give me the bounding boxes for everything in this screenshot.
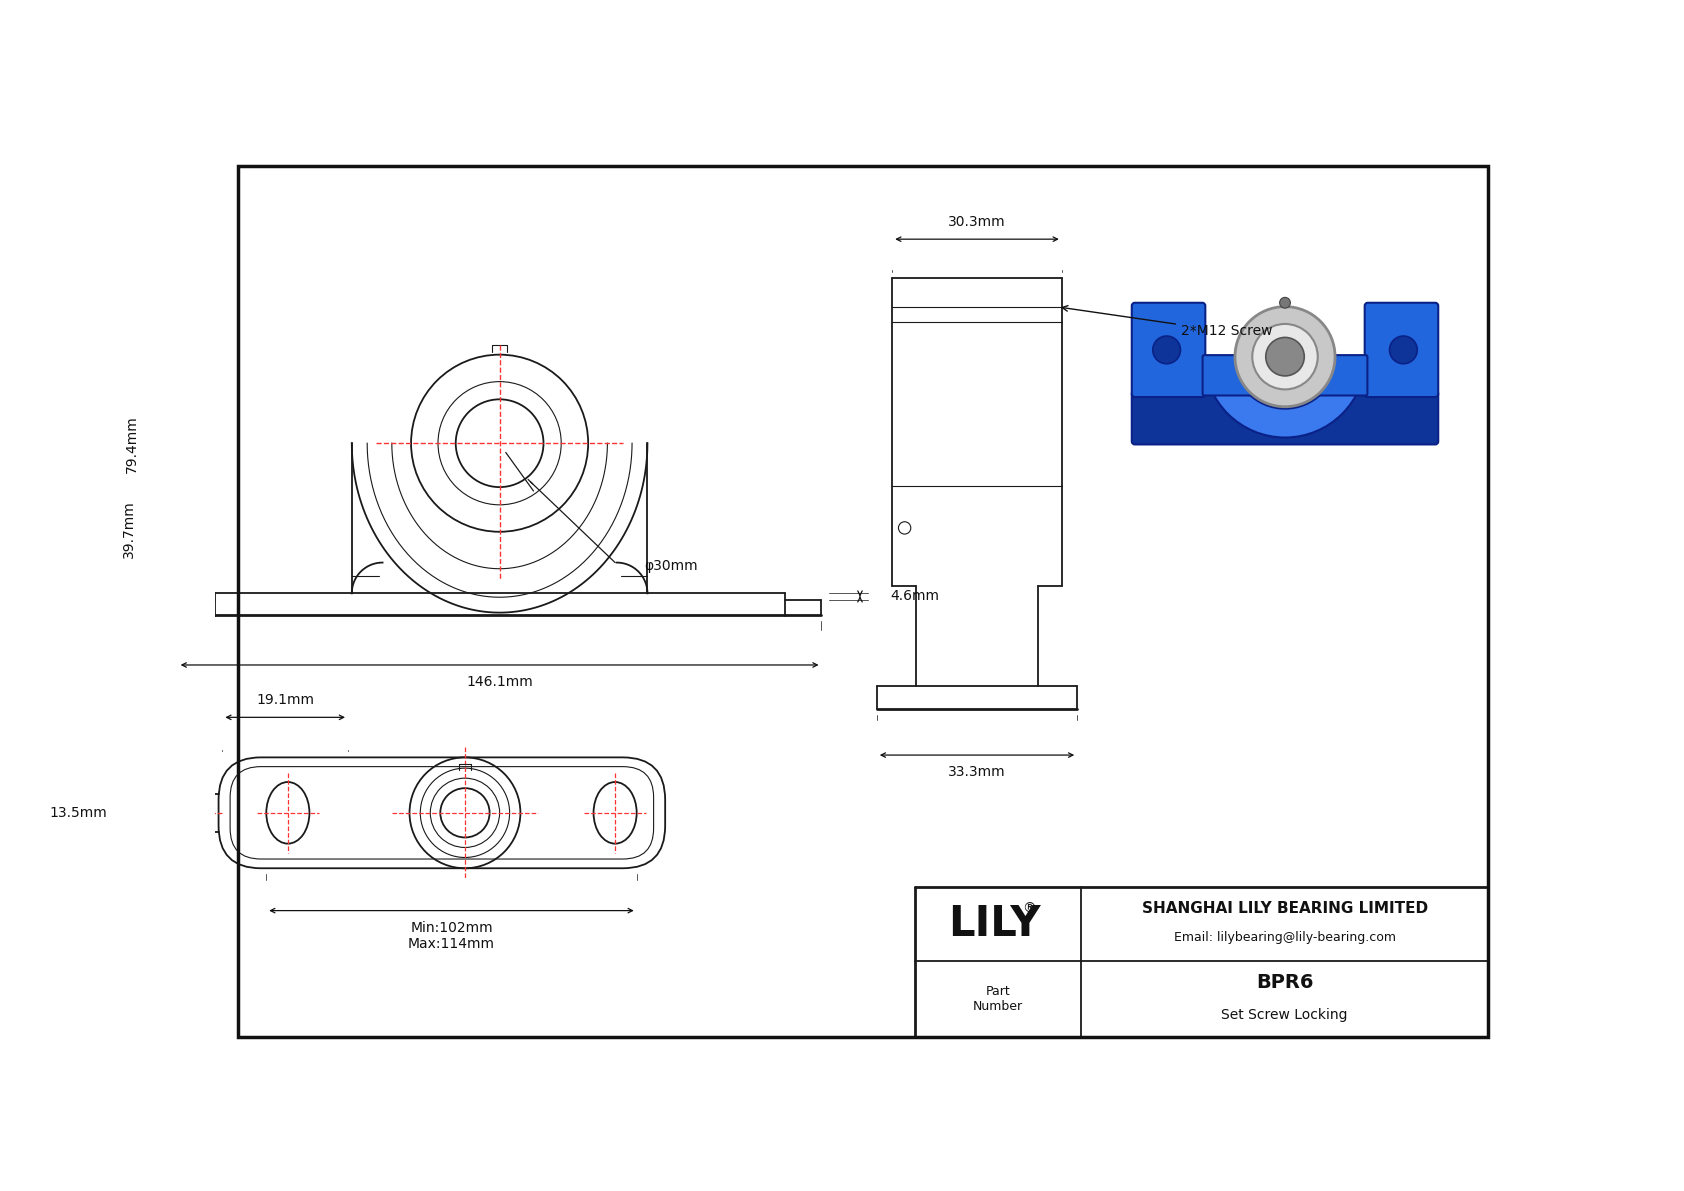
Circle shape [1280,298,1290,308]
Text: Set Screw Locking: Set Screw Locking [1221,1008,1347,1022]
FancyBboxPatch shape [1202,355,1367,395]
Wedge shape [1204,356,1366,437]
Text: 2*M12 Screw: 2*M12 Screw [1063,306,1273,338]
Text: BPR6: BPR6 [1256,973,1314,992]
Text: 4.6mm: 4.6mm [891,590,940,604]
Text: Part
Number: Part Number [973,985,1024,1014]
Text: 33.3mm: 33.3mm [948,765,1005,779]
Text: Max:114mm: Max:114mm [408,937,495,952]
Text: SHANGHAI LILY BEARING LIMITED: SHANGHAI LILY BEARING LIMITED [1142,902,1428,916]
Text: 39.7mm: 39.7mm [123,500,136,557]
FancyBboxPatch shape [1364,303,1438,397]
Circle shape [1234,306,1335,406]
FancyBboxPatch shape [1132,303,1206,397]
Text: φ30mm: φ30mm [645,560,697,573]
Circle shape [1389,336,1418,363]
Circle shape [1266,337,1305,376]
Text: LILY: LILY [948,903,1041,946]
Circle shape [1253,324,1319,389]
Text: 13.5mm: 13.5mm [51,806,108,819]
Text: 30.3mm: 30.3mm [948,216,1005,229]
FancyBboxPatch shape [1132,391,1438,444]
Text: 146.1mm: 146.1mm [466,675,532,688]
Text: Email: lilybearing@lily-bearing.com: Email: lilybearing@lily-bearing.com [1174,931,1396,944]
Text: 79.4mm: 79.4mm [125,416,138,473]
Text: 19.1mm: 19.1mm [256,693,315,707]
Text: Min:102mm: Min:102mm [411,921,493,935]
Circle shape [1154,336,1180,363]
Text: ®: ® [1022,902,1036,916]
